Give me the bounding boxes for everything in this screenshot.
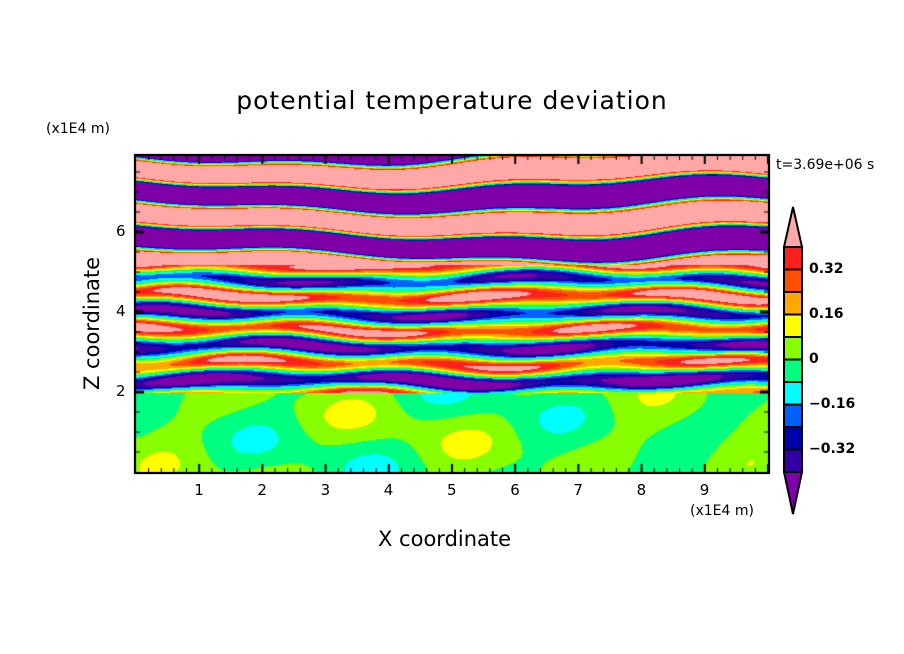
time-label: t=3.69e+06 s	[776, 157, 875, 173]
colorbar-box	[783, 403, 803, 428]
colorbar-box	[783, 246, 803, 271]
y-tick-label: 6	[116, 222, 126, 240]
contour-field	[134, 154, 770, 474]
x-tick-label: 1	[194, 481, 204, 499]
colorbar-under-triangle	[782, 471, 804, 515]
x-tick-label: 3	[320, 481, 331, 499]
x-axis-label: X coordinate	[378, 527, 512, 551]
x-tick-label: 9	[699, 481, 710, 499]
x-tick-label: 6	[510, 481, 520, 499]
colorbar-box	[783, 448, 803, 473]
y-unit-label: (x1E4 m)	[46, 121, 110, 137]
colorbar-label: 0	[809, 350, 819, 367]
colorbar-box	[783, 313, 803, 338]
colorbar-label: −0.32	[809, 440, 856, 457]
colorbar-box	[783, 426, 803, 451]
x-unit-label: (x1E4 m)	[690, 503, 754, 519]
y-axis-label: Z coordinate	[80, 256, 104, 390]
colorbar-over-triangle	[782, 206, 804, 248]
chart-title: potential temperature deviation	[236, 86, 668, 115]
y-tick-label: 4	[116, 302, 126, 320]
x-tick-label: 4	[383, 481, 394, 499]
colorbar-box	[783, 381, 803, 406]
x-tick-label: 8	[636, 481, 647, 499]
colorbar-label: 0.32	[809, 260, 844, 277]
x-tick-label: 5	[447, 481, 457, 499]
y-tick-label: 2	[116, 382, 126, 400]
colorbar-graphic	[782, 206, 804, 515]
colorbar-box	[783, 291, 803, 316]
x-tick-label: 2	[257, 481, 267, 499]
colorbar-label: 0.16	[809, 305, 844, 322]
colorbar-label: −0.16	[809, 395, 856, 412]
x-tick-label: 7	[573, 481, 583, 499]
colorbar-box	[783, 336, 803, 361]
colorbar-box	[783, 268, 803, 293]
colorbar-box	[783, 358, 803, 383]
